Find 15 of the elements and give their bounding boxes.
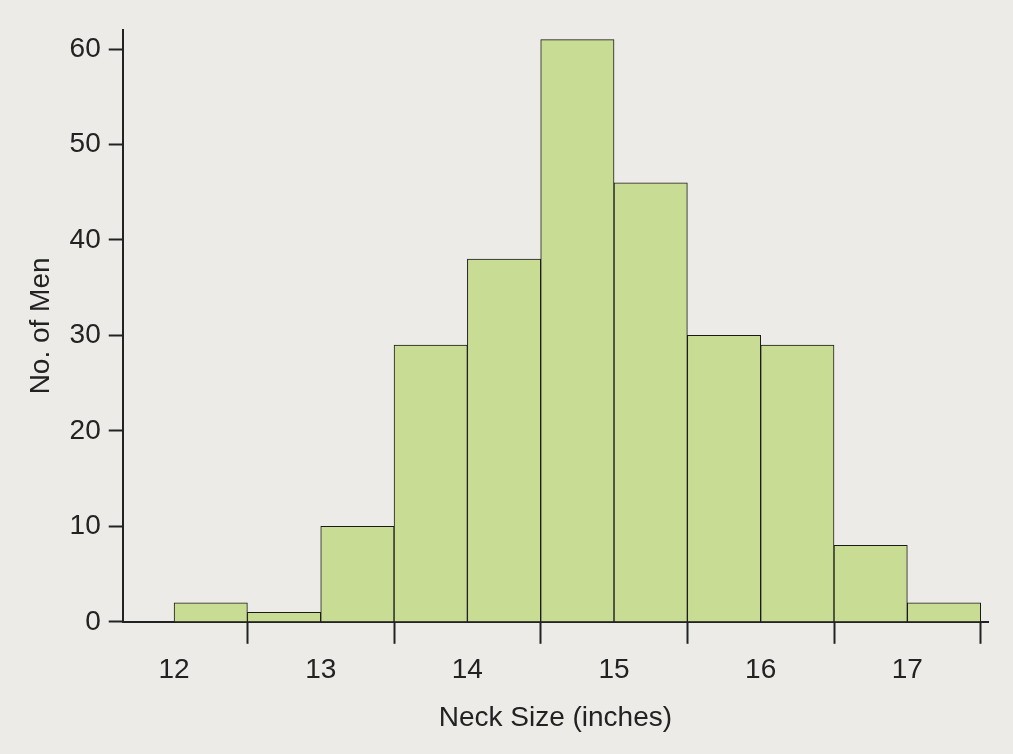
- x-tick-label: 14: [451, 653, 483, 685]
- y-axis-title: No. of Men: [23, 257, 55, 395]
- x-tick-label: 17: [891, 653, 923, 685]
- y-tick-label: 40: [69, 222, 101, 254]
- y-tick-label: 20: [69, 413, 101, 445]
- y-tick-label: 50: [69, 127, 101, 159]
- y-tick-label: 60: [69, 31, 101, 63]
- y-tick-label: 0: [85, 604, 101, 636]
- y-tick-label: 30: [69, 318, 101, 350]
- x-tick-label: 12: [158, 653, 190, 685]
- x-tick-label: 15: [598, 653, 630, 685]
- x-axis-title: Neck Size (inches): [438, 700, 673, 732]
- y-tick-label: 10: [69, 509, 101, 541]
- x-tick-label: 13: [305, 653, 337, 685]
- x-tick-label: 16: [745, 653, 777, 685]
